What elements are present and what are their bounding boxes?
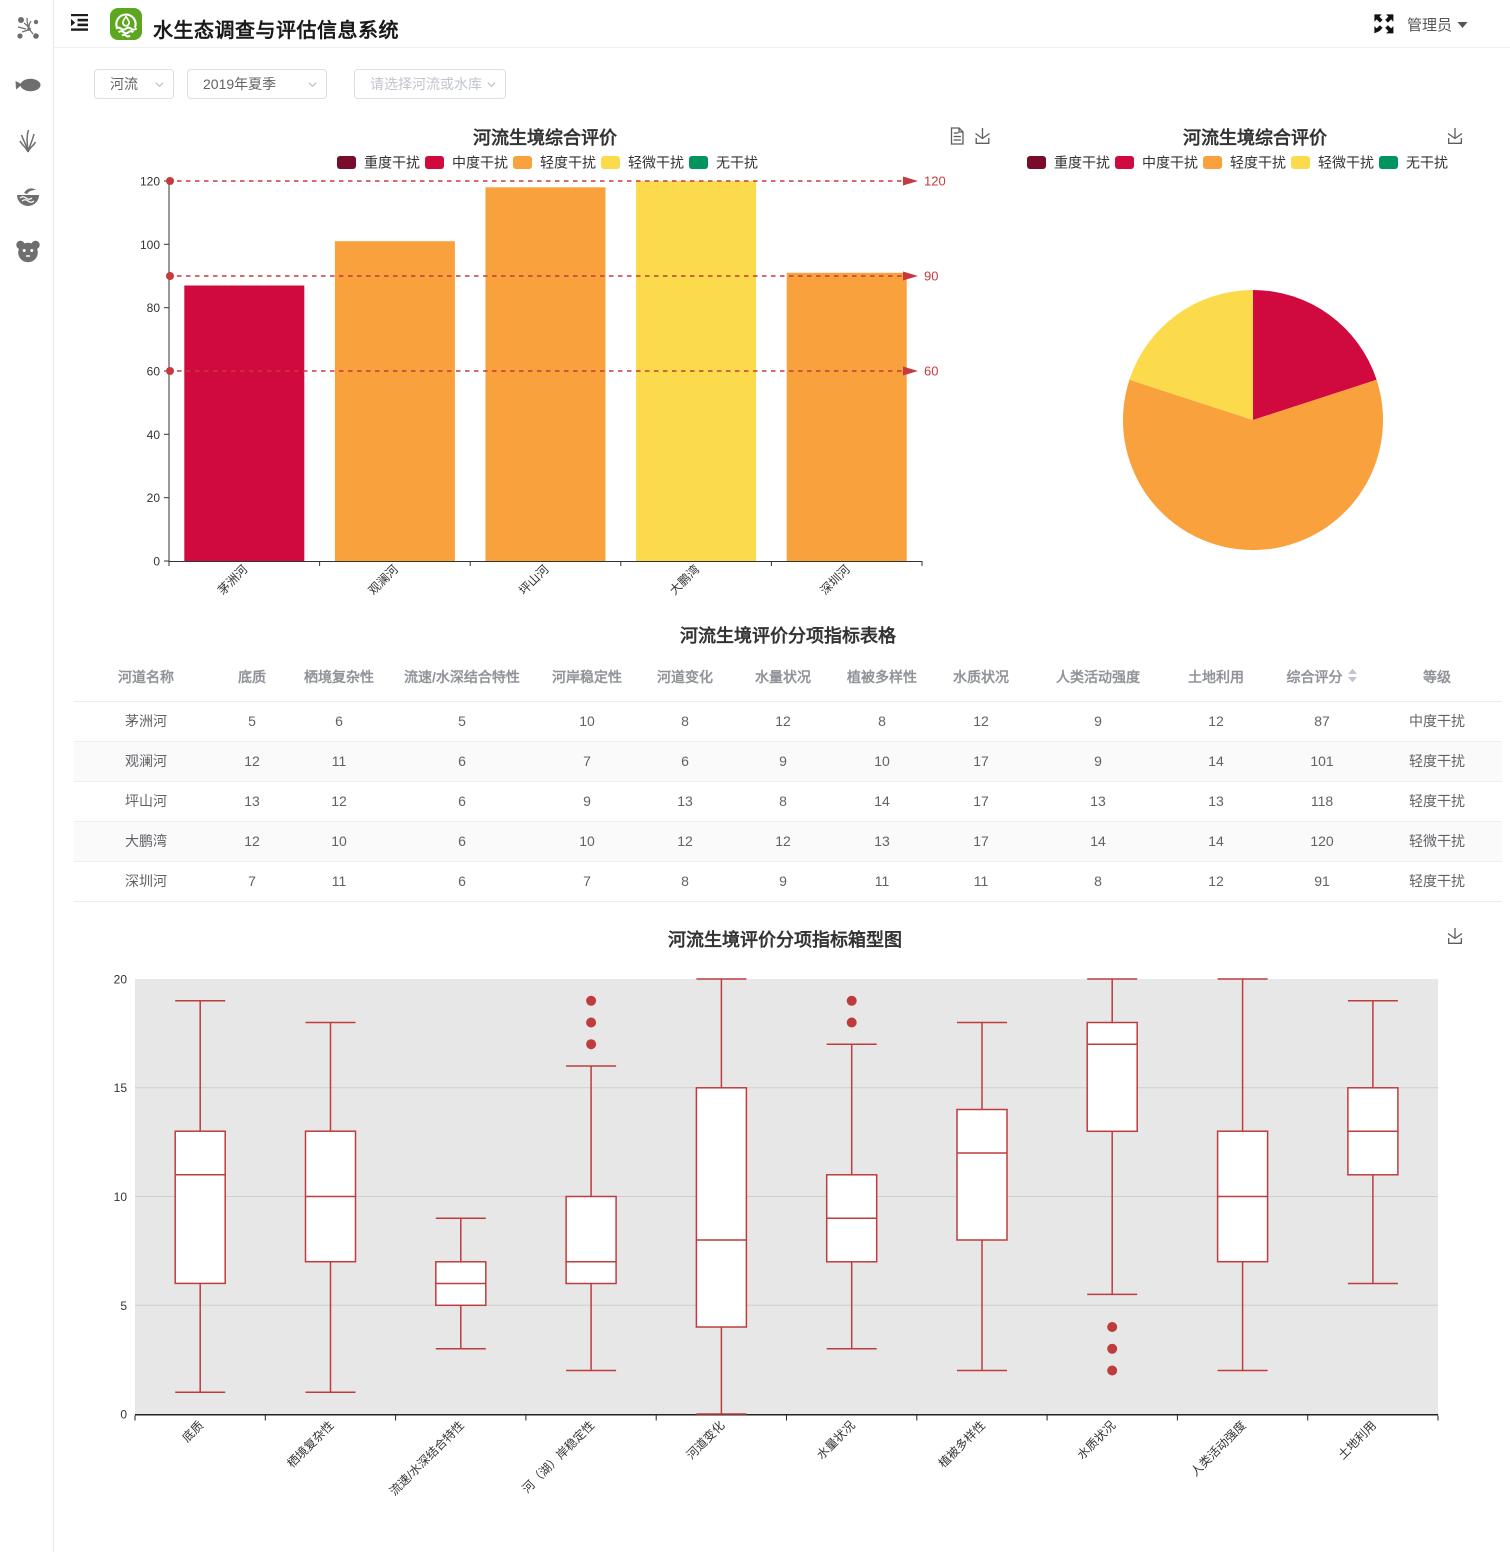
svg-text:90: 90 (924, 269, 938, 284)
svg-text:无干扰: 无干扰 (716, 155, 758, 171)
svg-text:0: 0 (153, 555, 160, 569)
svg-text:轻微干扰: 轻微干扰 (628, 155, 684, 171)
svg-text:水量状况: 水量状况 (814, 1418, 858, 1462)
svg-text:观澜河: 观澜河 (366, 562, 401, 597)
svg-text:水质状况: 水质状况 (1074, 1418, 1118, 1462)
svg-text:底质: 底质 (179, 1418, 207, 1446)
svg-text:土地利用: 土地利用 (1335, 1418, 1379, 1462)
svg-text:10: 10 (114, 1190, 128, 1204)
svg-text:无干扰: 无干扰 (1406, 155, 1448, 171)
svg-text:20: 20 (114, 973, 128, 987)
svg-text:河道变化: 河道变化 (683, 1418, 728, 1463)
svg-text:120: 120 (140, 175, 160, 189)
svg-text:河（湖）岸稳定性: 河（湖）岸稳定性 (519, 1418, 597, 1496)
svg-text:中度干扰: 中度干扰 (452, 155, 508, 171)
svg-text:河流生境综合评价: 河流生境综合评价 (473, 127, 618, 148)
svg-text:轻微干扰: 轻微干扰 (1318, 155, 1374, 171)
svg-text:重度干扰: 重度干扰 (364, 155, 420, 171)
svg-text:0: 0 (120, 1408, 127, 1422)
svg-text:坪山河: 坪山河 (516, 562, 551, 597)
svg-text:栖境复杂性: 栖境复杂性 (284, 1418, 337, 1471)
svg-text:重度干扰: 重度干扰 (1054, 155, 1110, 171)
svg-text:40: 40 (147, 428, 161, 442)
svg-text:15: 15 (114, 1081, 128, 1095)
svg-text:植被多样性: 植被多样性 (935, 1418, 988, 1471)
svg-text:人类活动强度: 人类活动强度 (1187, 1418, 1249, 1480)
svg-text:120: 120 (924, 174, 946, 189)
svg-text:茅洲河: 茅洲河 (215, 562, 250, 597)
svg-text:河流生境综合评价: 河流生境综合评价 (1183, 127, 1328, 148)
svg-text:20: 20 (147, 491, 161, 505)
svg-text:5: 5 (120, 1299, 127, 1313)
svg-text:60: 60 (924, 364, 938, 379)
svg-text:100: 100 (140, 238, 160, 252)
svg-text:轻度干扰: 轻度干扰 (1230, 155, 1286, 171)
svg-text:河流生境评价分项指标箱型图: 河流生境评价分项指标箱型图 (668, 929, 902, 950)
svg-text:80: 80 (147, 301, 161, 315)
svg-text:流速/水深结合特性: 流速/水深结合特性 (386, 1418, 467, 1499)
svg-text:中度干扰: 中度干扰 (1142, 155, 1198, 171)
svg-text:轻度干扰: 轻度干扰 (540, 155, 596, 171)
svg-text:60: 60 (147, 365, 161, 379)
svg-text:大鹏湾: 大鹏湾 (666, 562, 702, 598)
svg-text:深圳河: 深圳河 (817, 562, 852, 597)
